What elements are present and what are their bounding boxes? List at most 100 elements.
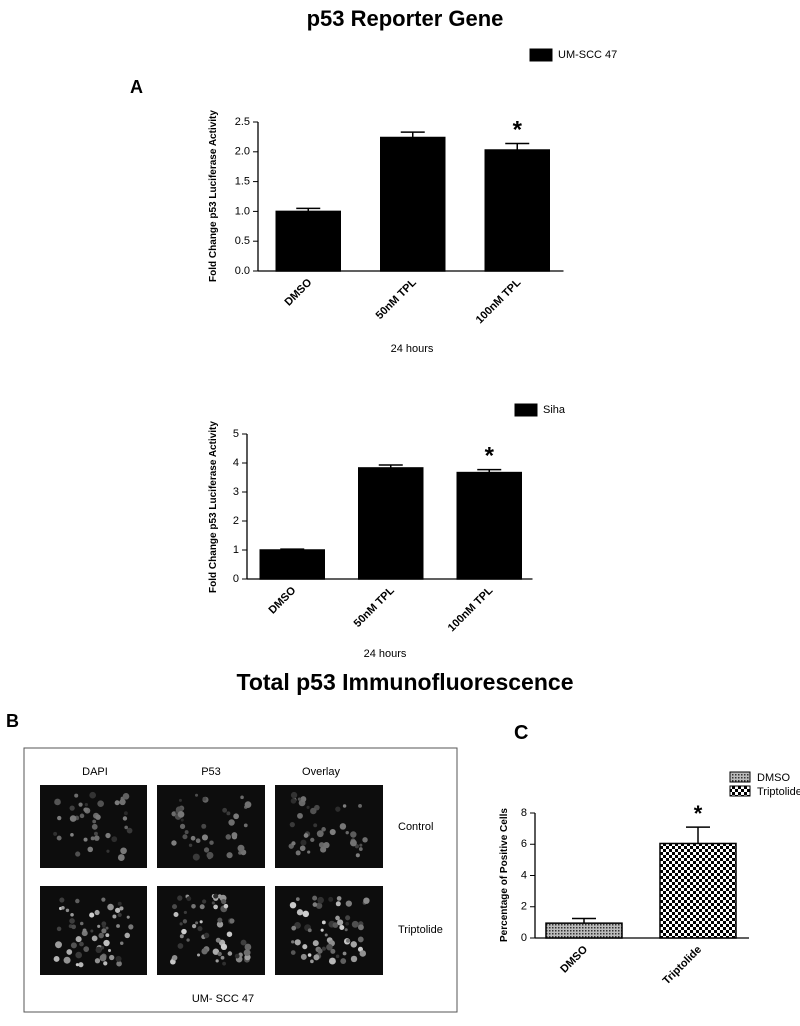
- cell-speck: [53, 831, 58, 836]
- cell-speck: [59, 897, 65, 903]
- image-caption: UM- SCC 47: [192, 993, 254, 1005]
- cell-speck: [191, 903, 196, 909]
- cell-speck: [182, 919, 188, 924]
- cell-speck: [244, 943, 252, 951]
- y-tick-label: 1: [233, 544, 239, 556]
- bar: [545, 922, 623, 939]
- cell-speck: [63, 956, 71, 964]
- cell-speck: [324, 933, 328, 937]
- cell-speck: [91, 823, 98, 830]
- cell-speck: [300, 953, 307, 960]
- cell-speck: [202, 796, 207, 801]
- cell-speck: [57, 815, 62, 821]
- cell-speck: [90, 836, 95, 841]
- cell-speck: [69, 815, 77, 822]
- cell-speck: [117, 854, 125, 861]
- cell-speck: [109, 954, 115, 961]
- cell-speck: [313, 954, 320, 961]
- cell-speck: [312, 902, 318, 907]
- legend-label: Siha: [543, 404, 566, 416]
- cell-speck: [213, 904, 218, 910]
- figure-title: p53 Reporter Gene: [307, 6, 504, 31]
- cell-speck: [330, 948, 336, 954]
- cell-speck: [339, 823, 347, 830]
- image-column-label: P53: [201, 766, 221, 778]
- cell-speck: [94, 958, 101, 964]
- cell-speck: [290, 791, 298, 799]
- bar: [358, 467, 424, 580]
- cell-speck: [84, 803, 88, 807]
- y-axis-label: Fold Change p53 Luciferase Activity: [208, 421, 219, 593]
- cell-speck: [119, 906, 124, 911]
- cell-speck: [82, 928, 87, 933]
- x-tick-label: DMSO: [267, 584, 299, 616]
- x-axis-label: 24 hours: [364, 648, 407, 660]
- y-tick-label: 0: [233, 573, 239, 585]
- cell-speck: [302, 944, 308, 950]
- significance-marker: *: [485, 443, 495, 470]
- cell-speck: [92, 819, 97, 824]
- error-bar: [572, 917, 596, 924]
- section-title: Total p53 Immunofluorescence: [237, 669, 574, 695]
- cell-speck: [357, 924, 364, 931]
- cell-speck: [171, 954, 178, 961]
- cell-speck: [296, 909, 304, 916]
- cell-speck: [290, 950, 296, 955]
- cell-speck: [94, 909, 100, 916]
- cell-speck: [126, 915, 130, 919]
- cell-speck: [199, 904, 205, 910]
- error-bar: [505, 142, 530, 151]
- cell-speck: [177, 895, 183, 901]
- legend-swatch: [529, 48, 553, 62]
- cell-speck: [105, 933, 110, 938]
- cell-speck: [312, 940, 319, 947]
- image-column-label: Overlay: [302, 766, 340, 778]
- cell-speck: [212, 948, 220, 955]
- cell-speck: [237, 844, 245, 852]
- y-tick-label: 0: [521, 932, 527, 944]
- cell-speck: [289, 901, 297, 909]
- cell-speck: [328, 957, 336, 965]
- error-bar: [296, 207, 321, 212]
- cell-speck: [75, 951, 82, 959]
- cell-speck: [78, 802, 83, 807]
- cell-speck: [310, 807, 317, 815]
- cell-speck: [229, 918, 235, 924]
- cell-speck: [181, 928, 187, 935]
- cell-speck: [201, 834, 209, 841]
- panel-label: C: [514, 722, 528, 744]
- cell-speck: [358, 803, 362, 808]
- y-tick-label: 2: [233, 515, 239, 527]
- cell-speck: [206, 851, 214, 859]
- y-tick-label: 4: [233, 457, 239, 469]
- cell-speck: [79, 813, 85, 819]
- cell-speck: [107, 903, 114, 911]
- cell-speck: [332, 922, 339, 928]
- cell-speck: [203, 847, 210, 853]
- cell-speck: [329, 829, 336, 836]
- cell-speck: [291, 940, 295, 944]
- cell-speck: [346, 938, 351, 943]
- cell-speck: [98, 932, 104, 939]
- cell-speck: [213, 893, 219, 899]
- cell-speck: [179, 934, 184, 939]
- legend-swatch: [729, 771, 751, 783]
- cell-speck: [345, 830, 349, 835]
- cell-speck: [363, 897, 370, 904]
- cell-speck: [307, 928, 312, 933]
- cell-speck: [226, 811, 231, 816]
- cell-speck: [186, 938, 190, 942]
- cell-speck: [297, 812, 303, 819]
- cell-speck: [89, 912, 95, 918]
- x-tick-label: 50nM TPL: [374, 276, 419, 321]
- y-tick-label: 5: [233, 428, 239, 440]
- cell-speck: [89, 791, 96, 799]
- image-column-label: DAPI: [82, 766, 108, 778]
- cell-speck: [74, 793, 79, 798]
- cell-speck: [351, 920, 359, 928]
- cell-speck: [95, 946, 102, 954]
- x-tick-label: DMSO: [283, 276, 315, 308]
- y-tick-label: 6: [521, 838, 527, 850]
- image-row-label: Control: [398, 821, 433, 833]
